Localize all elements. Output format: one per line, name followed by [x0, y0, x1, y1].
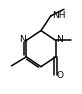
- Text: O: O: [57, 71, 64, 80]
- Text: N: N: [19, 35, 25, 44]
- Text: NH: NH: [52, 11, 65, 20]
- Text: N: N: [57, 35, 63, 44]
